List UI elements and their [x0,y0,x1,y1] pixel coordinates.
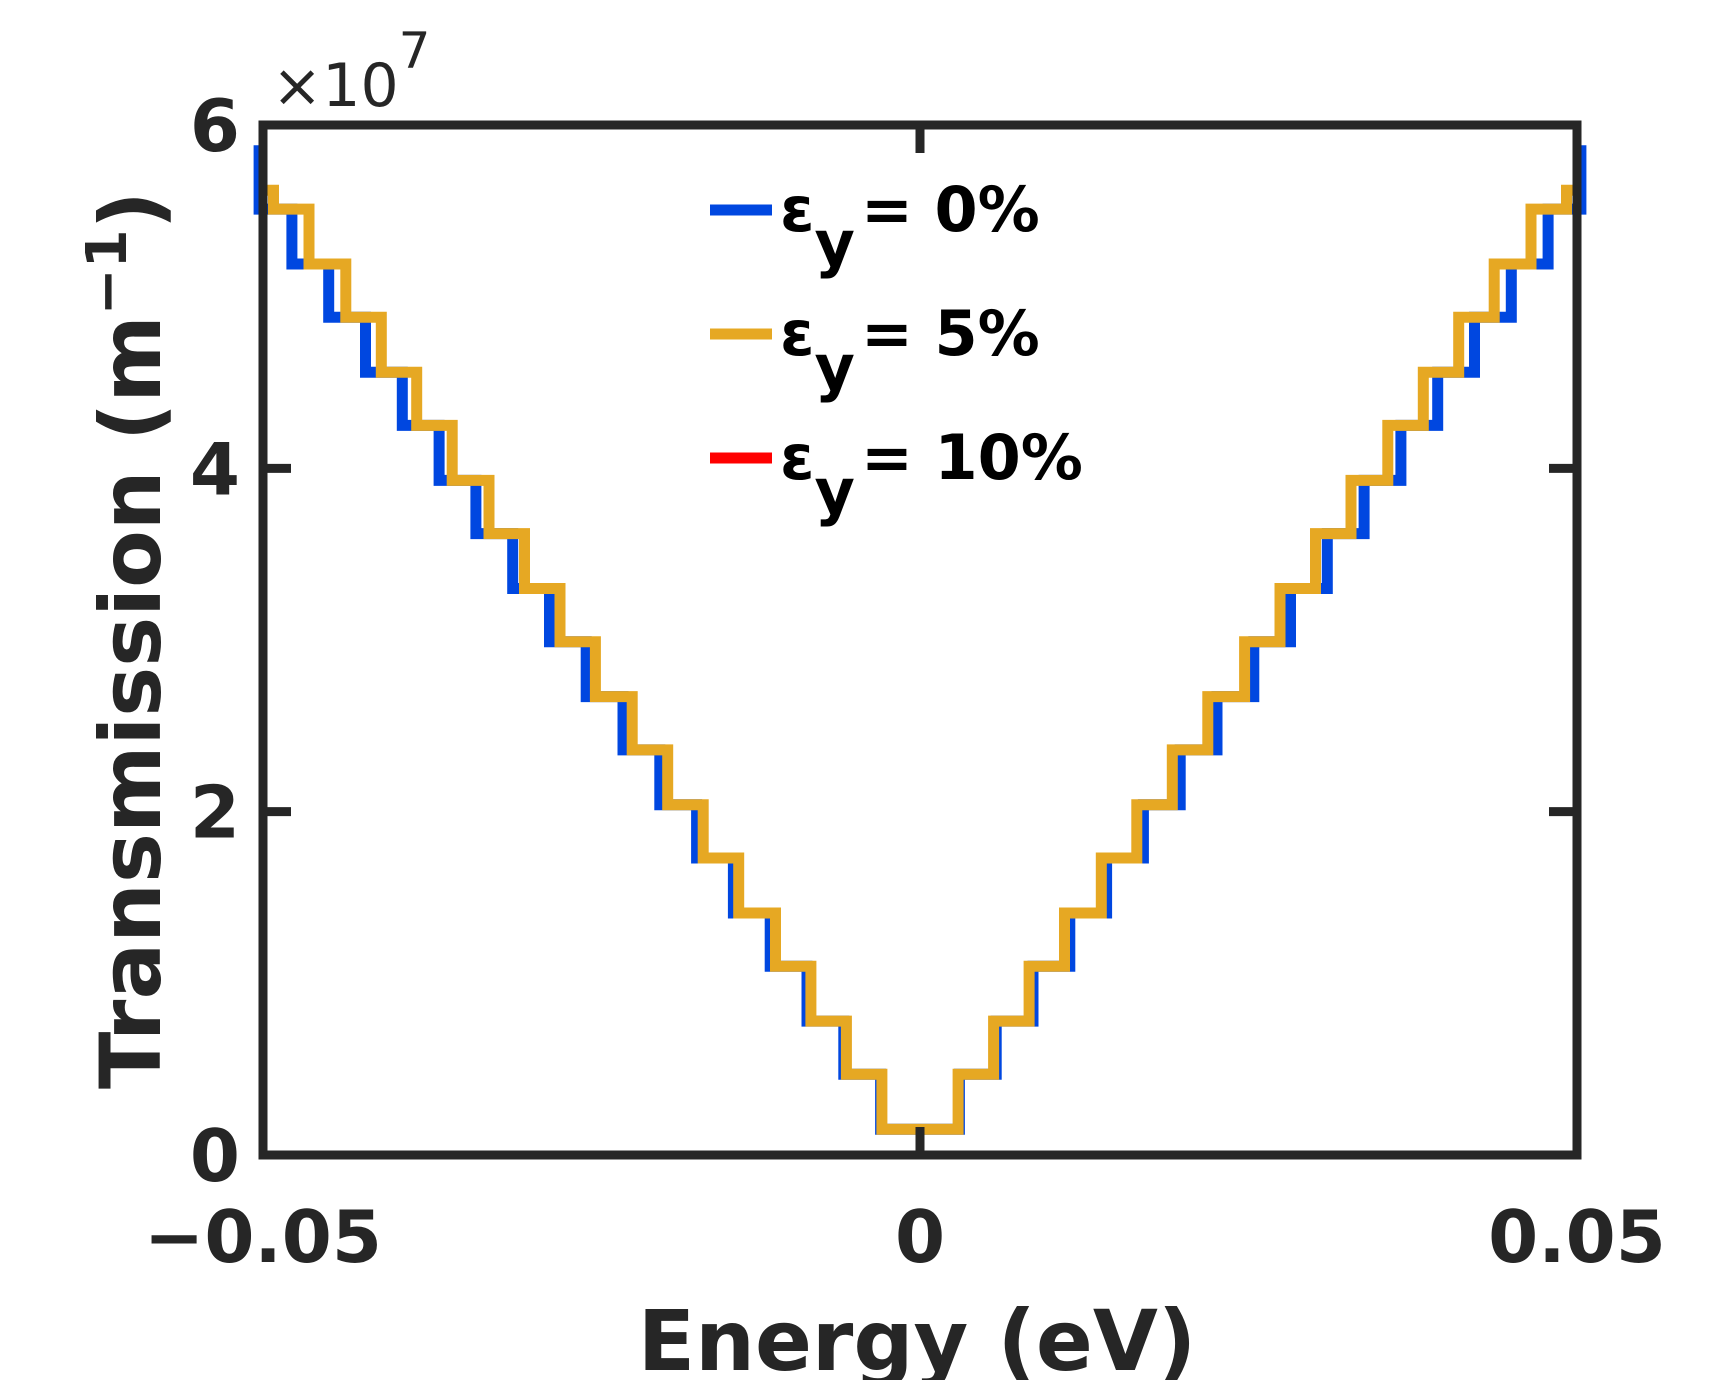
x-tick-label-0: −0.05 [144,1195,382,1279]
legend-label-2: εy= 10% [780,421,1083,528]
y-axis-title: Transmission (m−1) [75,191,180,1089]
y-tick-label-3: 6 [190,84,240,168]
legend-label-0: εy= 0% [780,173,1040,280]
y-scale-multiplier: ×107 [272,22,430,121]
y-axis-title-close: ) [82,191,180,229]
legend-subscript-2: y [815,455,855,528]
legend-value-0: = 0% [861,173,1040,246]
legend-subscript-1: y [815,331,855,404]
legend-label-1: εy= 5% [780,297,1040,404]
legend-symbol-2: ε [780,421,815,494]
y-scale-exponent: 7 [399,22,431,80]
axes-layer [258,120,1582,1160]
legend-symbol-0: ε [780,173,815,246]
legend-value-1: = 5% [861,297,1040,370]
y-axis-title-main: Transmission (m [82,315,180,1089]
y-axis-title-superscript: −1 [75,229,140,315]
y-tick-label-0: 0 [190,1114,240,1198]
y-tick-label-2: 4 [190,427,240,511]
y-tick-label-1: 2 [190,771,240,855]
legend: εy= 0%εy= 5%εy= 10% [710,173,1083,528]
x-tick-label-1: 0 [895,1195,945,1279]
legend-subscript-0: y [815,207,855,280]
legend-value-2: = 10% [861,421,1083,494]
y-scale-base: ×10 [272,51,399,121]
x-axis-title: Energy (eV) [638,1292,1196,1380]
legend-symbol-1: ε [780,297,815,370]
x-tick-label-2: 0.05 [1488,1195,1666,1279]
plot-frame [258,120,1582,1160]
